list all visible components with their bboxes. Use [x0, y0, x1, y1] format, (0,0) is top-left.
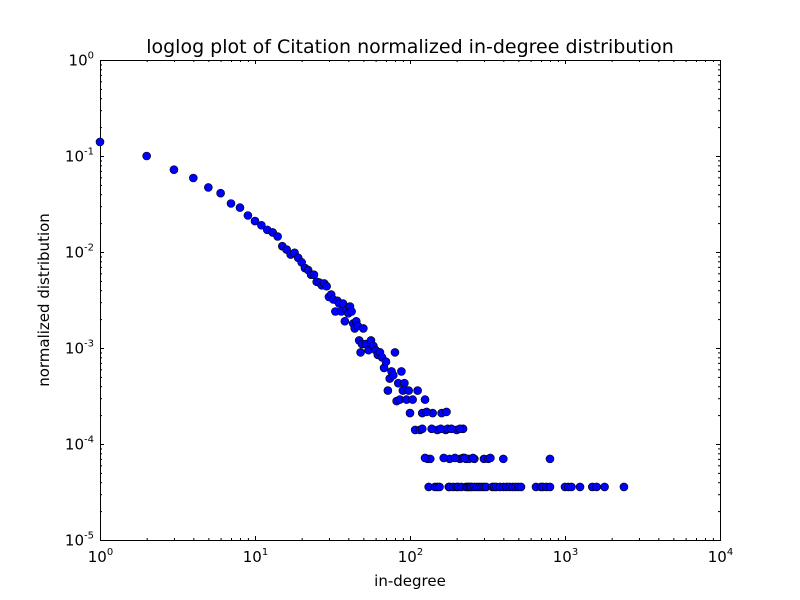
data-point — [413, 386, 422, 395]
data-point — [257, 220, 266, 230]
data-point — [405, 408, 415, 418]
data-point — [356, 348, 365, 357]
x-tick-label: 103 — [553, 547, 578, 566]
data-point — [95, 137, 105, 147]
data-point — [417, 424, 427, 434]
x-tick-label: 101 — [243, 547, 268, 566]
plot-frame — [100, 60, 721, 541]
data-point — [468, 453, 478, 463]
x-tick-label: 104 — [708, 547, 733, 566]
data-point — [516, 482, 526, 492]
data-point — [404, 386, 413, 395]
y-tick-label: 10-2 — [65, 243, 94, 262]
data-point — [400, 378, 409, 388]
data-point — [340, 316, 350, 326]
data-point — [235, 203, 245, 212]
data-point — [545, 482, 555, 492]
y-tick-label: 10-5 — [65, 531, 94, 550]
data-point — [439, 453, 449, 463]
chart-title: loglog plot of Citation normalized in-de… — [146, 36, 674, 58]
data-point — [189, 173, 198, 183]
y-tick-label: 10-1 — [65, 147, 94, 166]
data-point — [422, 407, 431, 417]
data-point — [427, 424, 436, 434]
data-point — [347, 307, 356, 316]
data-point — [359, 324, 368, 333]
data-point — [486, 453, 495, 463]
data-point — [322, 281, 331, 291]
y-tick-label: 100 — [69, 51, 94, 70]
x-tick-label: 102 — [398, 547, 423, 566]
data-point — [381, 357, 391, 366]
data-point — [216, 188, 225, 198]
data-point — [592, 482, 601, 492]
data-point — [575, 482, 585, 492]
data-point — [619, 482, 629, 492]
y-tick-label: 10-3 — [65, 339, 94, 358]
x-axis-label: in-degree — [374, 572, 446, 590]
data-point — [460, 453, 469, 463]
y-axis-label: normalized distribution — [35, 213, 53, 387]
data-point — [390, 348, 400, 357]
data-point — [273, 232, 282, 241]
data-point — [420, 453, 430, 463]
data-point — [383, 386, 393, 395]
data-point — [499, 454, 508, 464]
y-tick-label: 10-4 — [65, 435, 94, 454]
data-point — [567, 482, 576, 492]
data-point — [600, 482, 609, 492]
data-point — [243, 211, 253, 220]
data-point — [435, 482, 444, 492]
x-tick-label: 100 — [88, 547, 113, 566]
data-point — [442, 407, 451, 417]
axis-ticks: 100 101 102 103 104 10-5 10-4 10-3 10-2 10-1 100 — [65, 51, 733, 567]
data-point — [226, 199, 236, 208]
data-point — [408, 395, 417, 404]
data-point — [388, 370, 398, 380]
data-point — [250, 216, 260, 226]
data-point — [142, 151, 151, 161]
data-point — [450, 453, 460, 463]
data-point — [420, 395, 430, 404]
data-point — [455, 424, 465, 434]
data-point — [169, 165, 179, 174]
data-points — [95, 137, 629, 492]
data-point — [204, 183, 213, 192]
data-point — [397, 367, 406, 376]
data-point — [545, 454, 555, 464]
data-point — [447, 424, 456, 434]
